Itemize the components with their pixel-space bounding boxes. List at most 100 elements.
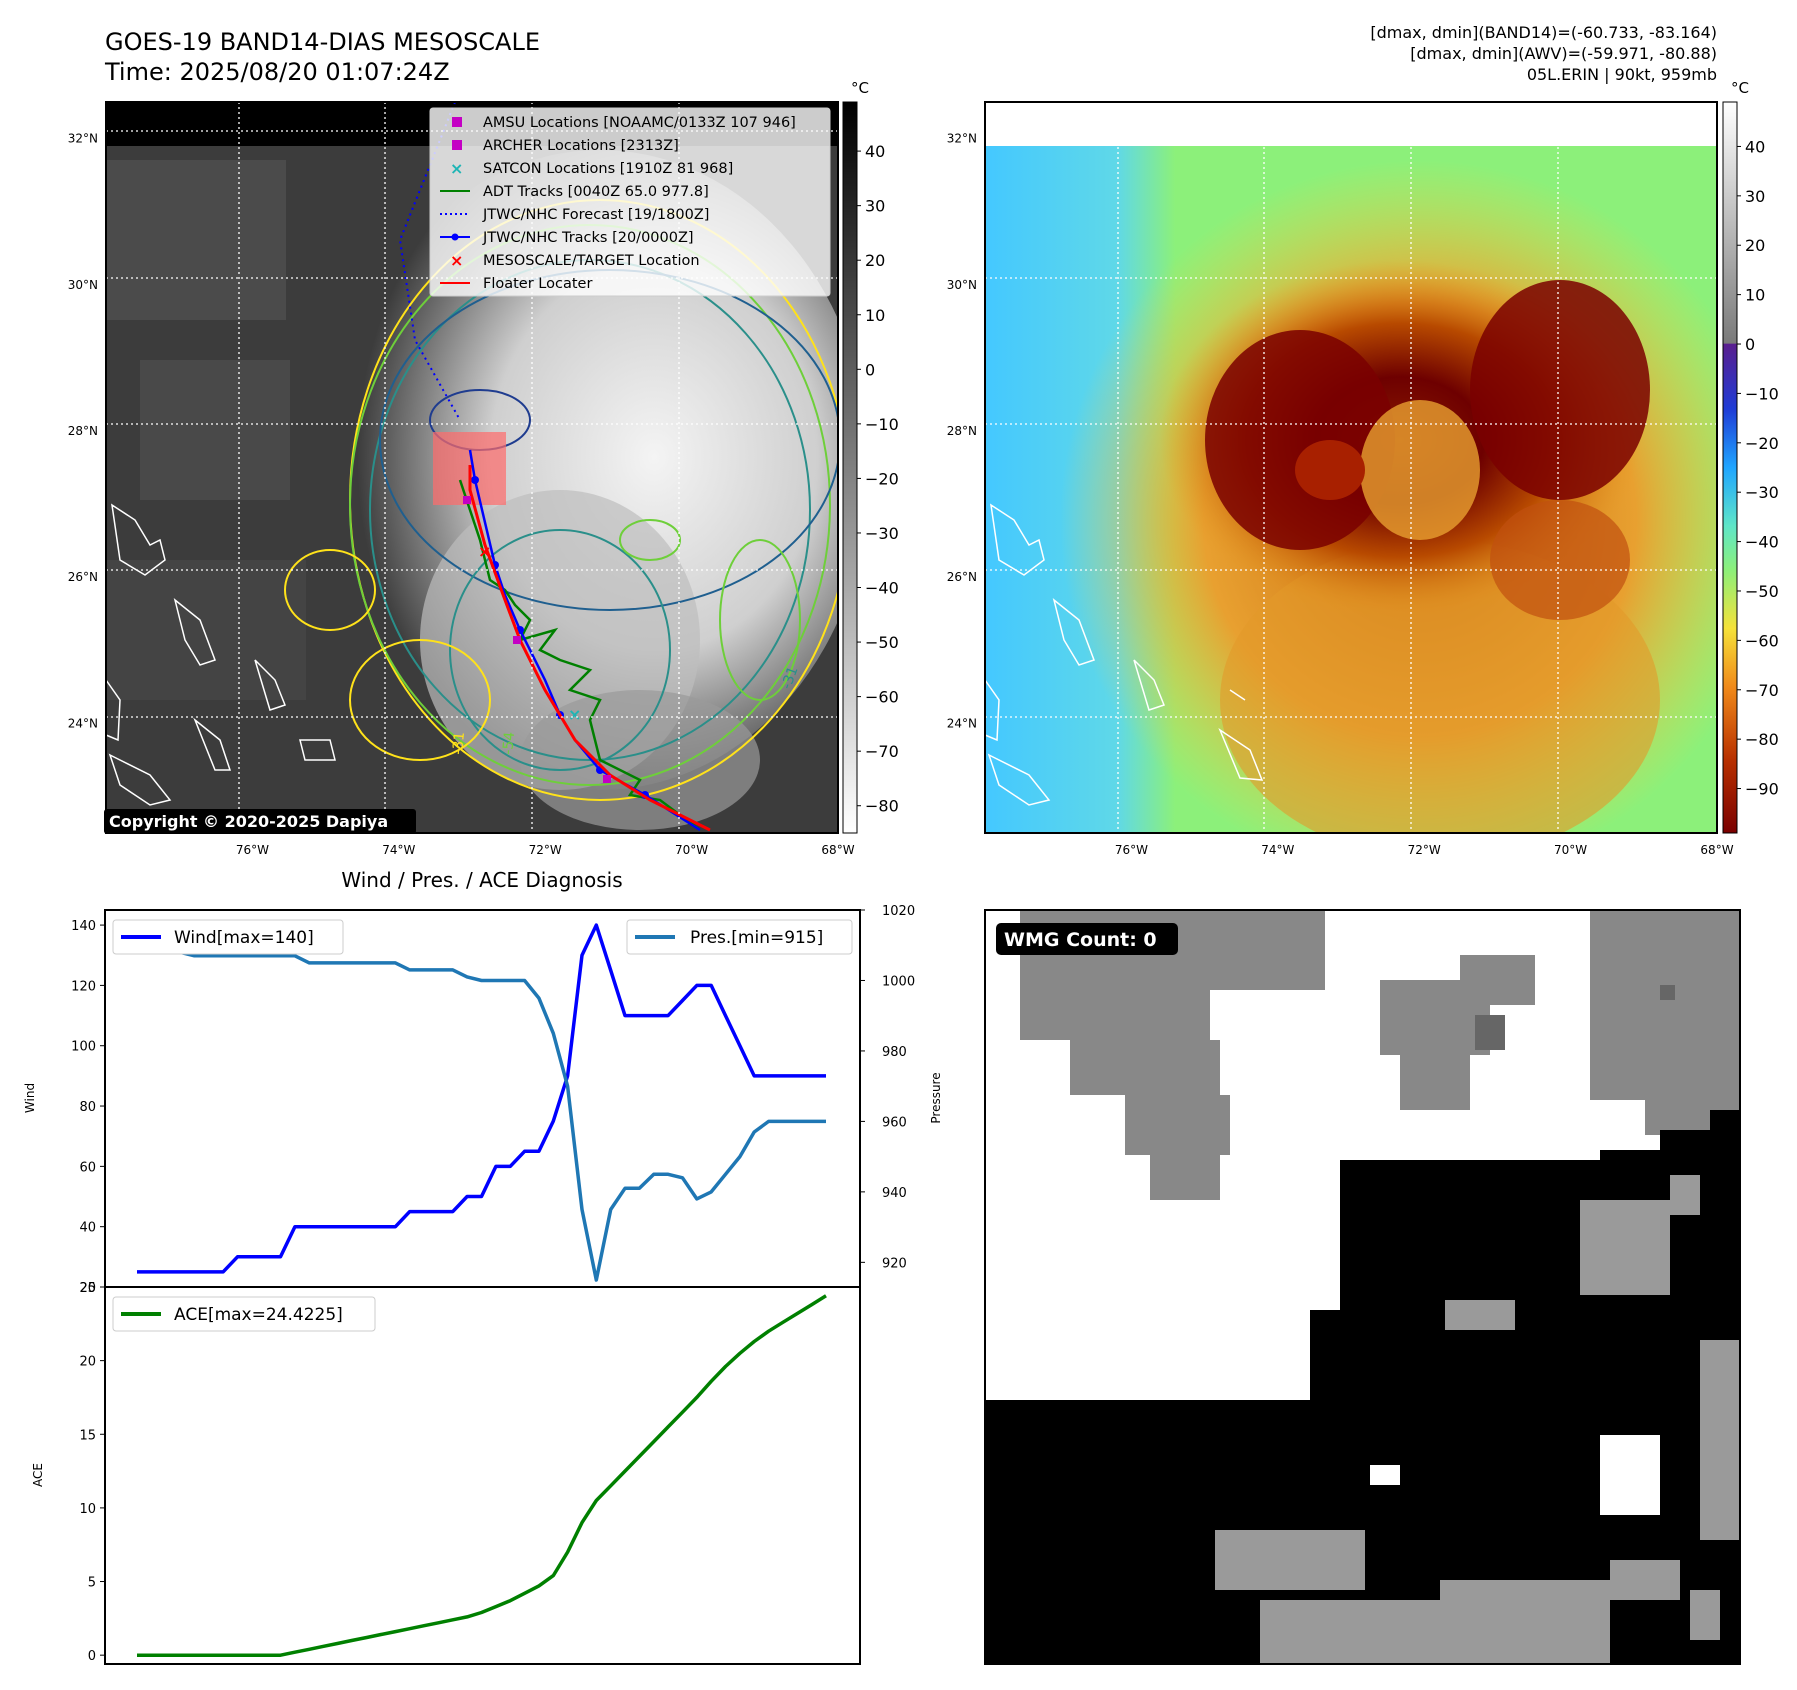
colorbar-tick-label: 0 bbox=[1745, 335, 1755, 354]
ace-legend-label: ACE[max=24.4225] bbox=[174, 1305, 343, 1325]
lat-tick-label: 32°N bbox=[947, 132, 977, 146]
lon-tick-label: 76°W bbox=[236, 843, 269, 857]
legend-item: × MESOSCALE/TARGET Location bbox=[450, 251, 700, 270]
wmg-panel: WMG Count: 0 bbox=[984, 909, 1741, 1665]
colorbar-tick-label: −40 bbox=[865, 579, 899, 598]
lon-tick-label: 68°W bbox=[821, 843, 854, 857]
pressure-tick-label: 1000 bbox=[882, 974, 915, 989]
wind-pressure-plot: 20 40 60 80 100 120 140 920 940 960 980 1000 1020 Wi… bbox=[23, 904, 943, 1296]
copyright-text: Copyright © 2020-2025 Dapiya bbox=[109, 812, 388, 831]
legend-item: Floater Locater bbox=[440, 276, 592, 292]
lon-tick-label: 76°W bbox=[1115, 843, 1148, 857]
lat-tick-label: 26°N bbox=[68, 570, 98, 584]
legend-item: JTWC/NHC Tracks [20/0000Z] bbox=[440, 230, 694, 246]
lon-tick-label: 74°W bbox=[1261, 843, 1294, 857]
wind-tick-label: 60 bbox=[79, 1160, 96, 1175]
contour-label: -31 bbox=[450, 731, 468, 755]
stats-line3: 05L.ERIN | 90kt, 959mb bbox=[1527, 65, 1717, 84]
lat-tick-label: 30°N bbox=[68, 278, 98, 292]
map-legend: AMSU Locations [NOAAMC/0133Z 107 946] ARC… bbox=[429, 107, 831, 297]
contour-label: -54 bbox=[500, 731, 518, 755]
ace-tick-label: 20 bbox=[79, 1355, 96, 1370]
wmg-count: WMG Count: 0 bbox=[1004, 929, 1157, 951]
colorbar-tick-label: −20 bbox=[865, 469, 899, 488]
floater-track bbox=[468, 465, 711, 832]
lon-tick-label: 70°W bbox=[675, 843, 708, 857]
ace-legend: ACE[max=24.4225] bbox=[112, 1296, 376, 1332]
ace-line bbox=[137, 1294, 827, 1657]
wind-tick-label: 140 bbox=[71, 919, 96, 934]
colorbar-tick-label: −10 bbox=[865, 415, 899, 434]
colorbar-tick-label: −30 bbox=[865, 524, 899, 543]
pressure-axis-label: Pressure bbox=[929, 1072, 943, 1123]
wind-tick-label: 80 bbox=[79, 1100, 96, 1115]
colorbar-tick-label: −30 bbox=[1745, 483, 1779, 502]
lat-tick-label: 24°N bbox=[947, 716, 977, 730]
lon-tick-label: 72°W bbox=[1408, 843, 1441, 857]
wind-tick-label: 100 bbox=[71, 1040, 96, 1055]
colorbar-tick-label: −40 bbox=[1745, 533, 1779, 552]
legend-item-label: AMSU Locations [NOAAMC/0133Z 107 946] bbox=[483, 115, 796, 131]
svg-text:×: × bbox=[450, 251, 463, 270]
pressure-tick-label: 980 bbox=[882, 1045, 907, 1060]
colorbar-tick-label: 40 bbox=[1745, 137, 1765, 156]
wind-line bbox=[137, 923, 826, 1274]
contour-label: -31 bbox=[779, 664, 802, 691]
colorbar-tick-label: −60 bbox=[1745, 631, 1779, 650]
colorbar-left: °C 40 30 20 10 0 −10 −20 −30 −40 −50 −60 −70 −80 bbox=[842, 79, 899, 834]
wind-tick-label: 40 bbox=[79, 1221, 96, 1236]
legend-item: JTWC/NHC Forecast [19/1800Z] bbox=[440, 207, 709, 223]
pressure-legend: Pres.[min=915] bbox=[626, 919, 853, 955]
lon-tick-label: 74°W bbox=[382, 843, 415, 857]
colorbar-tick-label: 30 bbox=[1745, 187, 1765, 206]
ace-tick-label: 0 bbox=[88, 1649, 96, 1664]
ace-tick-label: 15 bbox=[79, 1428, 96, 1443]
stats-line2: [dmax, dmin](AWV)=(-59.971, -80.88) bbox=[1410, 44, 1717, 63]
colorbar-tick-label: −70 bbox=[865, 742, 899, 761]
wind-legend: Wind[max=140] bbox=[112, 919, 344, 955]
legend-item: ADT Tracks [0040Z 65.0 977.8] bbox=[440, 184, 709, 200]
figure-title-line1: GOES-19 BAND14-DIAS MESOSCALE bbox=[105, 28, 540, 56]
legend-item-label: ADT Tracks [0040Z 65.0 977.8] bbox=[483, 184, 709, 200]
colorbar-tick-label: −80 bbox=[865, 797, 899, 816]
lat-tick-label: 28°N bbox=[68, 424, 98, 438]
legend-item: × SATCON Locations [1910Z 81 968] bbox=[450, 159, 733, 178]
colorbar-tick-label: 10 bbox=[1745, 286, 1765, 305]
lon-tick-label: 70°W bbox=[1554, 843, 1587, 857]
legend-item-label: Floater Locater bbox=[483, 276, 592, 292]
svg-text:×: × bbox=[450, 159, 463, 178]
pressure-tick-label: 920 bbox=[882, 1256, 907, 1271]
colorbar-tick-label: 20 bbox=[865, 251, 885, 270]
stats-line1: [dmax, dmin](BAND14)=(-60.733, -83.164) bbox=[1370, 23, 1717, 42]
pressure-tick-label: 940 bbox=[882, 1186, 907, 1201]
pressure-line bbox=[137, 925, 826, 1282]
diagnosis-title: Wind / Pres. / ACE Diagnosis bbox=[341, 868, 622, 892]
wind-axis-label: Wind bbox=[23, 1083, 37, 1113]
colorbar-right: °C 40 30 20 10 0 −10 −20 −30 −40 −50 −60 −70 −80 −90 bbox=[1722, 79, 1779, 834]
ir-map-panel: -31 -54 -31 bbox=[104, 101, 839, 834]
colorbar-tick-label: −60 bbox=[865, 688, 899, 707]
colorbar-tick-label: 40 bbox=[865, 142, 885, 161]
adt-track bbox=[458, 479, 701, 831]
colorbar-tick-label: 0 bbox=[865, 360, 875, 379]
pressure-tick-label: 960 bbox=[882, 1115, 907, 1130]
wind-tick-label: 120 bbox=[71, 979, 96, 994]
awv-map-panel bbox=[984, 101, 1718, 834]
lon-tick-label: 68°W bbox=[1700, 843, 1733, 857]
legend-item: AMSU Locations [NOAAMC/0133Z 107 946] bbox=[452, 115, 796, 131]
wmg-badge bbox=[996, 923, 1178, 955]
copyright-badge bbox=[104, 809, 416, 834]
wind-legend-label: Wind[max=140] bbox=[174, 928, 314, 948]
lat-tick-label: 28°N bbox=[947, 424, 977, 438]
lat-tick-label: 30°N bbox=[947, 278, 977, 292]
lat-tick-label: 32°N bbox=[68, 132, 98, 146]
lon-tick-label: 72°W bbox=[529, 843, 562, 857]
ace-tick-label: 10 bbox=[79, 1502, 96, 1517]
legend-item-label: ARCHER Locations [2313Z] bbox=[483, 138, 679, 154]
lat-tick-label: 26°N bbox=[947, 570, 977, 584]
legend-item-label: JTWC/NHC Forecast [19/1800Z] bbox=[482, 207, 709, 223]
lat-tick-label: 24°N bbox=[68, 716, 98, 730]
colorbar-left-unit: °C bbox=[851, 79, 869, 97]
colorbar-tick-label: 30 bbox=[865, 197, 885, 216]
colorbar-tick-label: −90 bbox=[1745, 780, 1779, 799]
